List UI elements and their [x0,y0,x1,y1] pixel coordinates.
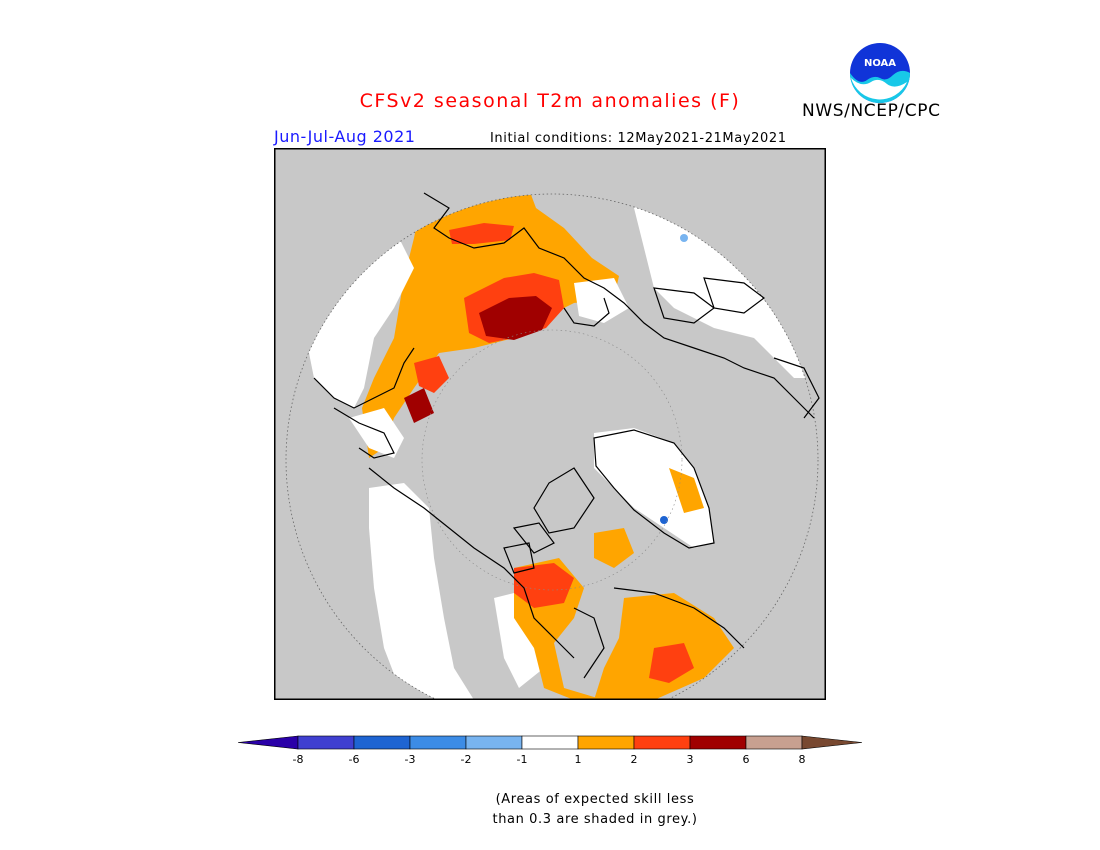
colorbar-arrow-low [238,735,299,750]
colorbar-arrow-high [801,735,862,750]
colorbar-tick-label: -3 [405,753,416,766]
colorbar-boxes [238,735,862,750]
colorbar-tick-labels: -8 -6 -3 -2 -1 1 2 3 6 8 [293,753,806,766]
forecast-period: Jun-Jul-Aug 2021 [274,127,416,146]
anomaly-region-chukotka-2to3 [414,356,449,393]
colorbar-box [633,735,691,750]
anomaly-region-nw-america-neutral [369,483,474,700]
anomaly-region-greenland-east-1to2 [669,468,704,513]
anomaly-region-nunavut-2to3 [514,563,574,608]
colorbar-tick-label: 1 [575,753,582,766]
colorbar-tick-label: 8 [799,753,806,766]
anomaly-region-scandinavia-neutral [574,278,629,323]
map-boundary-circle [285,193,819,700]
colorbar-tick-label: 3 [687,753,694,766]
chart-title: CFSv2 seasonal T2m anomalies (F) [0,90,1100,112]
anomaly-region-labrador-2to3 [649,643,694,683]
map-frame [274,148,826,700]
colorbar-box [745,735,803,750]
colorbar: -8 -6 -3 -2 -1 1 2 3 6 8 [238,735,862,766]
colorbar-box [465,735,523,750]
colorbar-tick-label: 2 [631,753,638,766]
agency-label: NWS/NCEP/CPC [802,101,941,121]
polar-anomaly-map [274,148,826,700]
colorbar-box [689,735,747,750]
anomaly-region-greenland-neutral [594,428,714,548]
anomaly-region-greenland-cold [660,516,668,524]
coastlines [313,192,820,679]
colorbar-tick-label: -6 [349,753,360,766]
colorbar-box [521,735,579,750]
anomaly-region-europe-cold [680,234,688,242]
colorbar-box [409,735,467,750]
chart-title-text: CFSv2 seasonal T2m anomalies (F) [359,90,741,112]
anomaly-region-siberia-3to6 [479,296,552,340]
anomaly-region-taymyr-2to3 [449,223,514,244]
initial-conditions: Initial conditions: 12May2021-21May2021 [490,131,787,146]
colorbar-tick-label: -8 [293,753,304,766]
skill-note-line2: than 0.3 are shaded in grey.) [492,812,698,827]
skill-note-line1: (Areas of expected skill less [495,792,695,807]
colorbar-box [297,735,355,750]
colorbar-box [353,735,411,750]
latitude-circle [421,329,683,591]
anomaly-region-kamchatka [404,388,434,423]
colorbar-tick-label: -2 [461,753,472,766]
colorbar-tick-label: -1 [517,753,528,766]
colorbar-box [577,735,635,750]
noaa-logo-icon: NOAA [850,43,910,103]
anomaly-region-archipelago-1to2 [594,528,634,568]
colorbar-tick-label: 6 [743,753,750,766]
skill-note: (Areas of expected skill less than 0.3 a… [0,790,1100,830]
noaa-logo-text: NOAA [864,58,896,69]
